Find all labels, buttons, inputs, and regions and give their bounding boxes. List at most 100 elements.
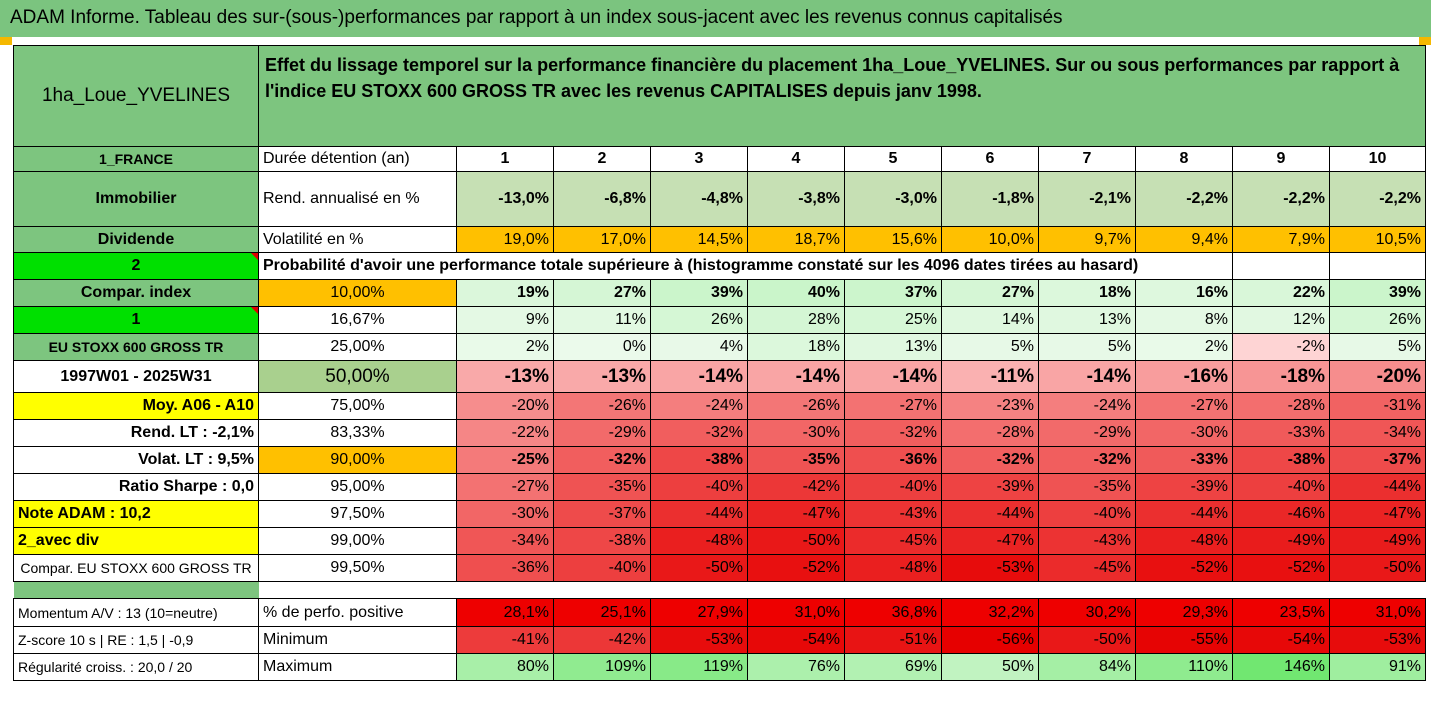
quantile-value: -38% <box>650 446 748 474</box>
table-row: 2_avec div 99,00% -34% -38% -48% -50% -45% -47%… <box>13 527 1426 555</box>
proba-label: Probabilité d'avoir une performance tota… <box>258 252 1233 280</box>
rend-value: -4,8% <box>650 171 748 227</box>
table-row: 1ha_Loue_YVELINES Effet du lissage tempor… <box>13 45 1426 147</box>
rend-label: Rend. annualisé en % <box>258 171 457 227</box>
quantile-value: -16% <box>1135 360 1233 393</box>
spacer-cell <box>1233 582 1330 599</box>
left-label: Volat. LT : 9,5% <box>13 446 259 474</box>
quantile-value: 12% <box>1232 306 1330 334</box>
quantile-value: -52% <box>1232 554 1330 582</box>
perfo-pos-value: 23,5% <box>1232 598 1330 627</box>
perfo-pos-value: 27,9% <box>650 598 748 627</box>
maximum-value: 146% <box>1232 653 1330 681</box>
vol-value: 10,0% <box>941 226 1039 253</box>
quantile-value: 5% <box>1329 333 1426 361</box>
quantile-value: -2% <box>1232 333 1330 361</box>
spacer-cell <box>1039 582 1136 599</box>
vol-value: 18,7% <box>747 226 845 253</box>
table-row: 2 Probabilité d'avoir une performance tot… <box>13 252 1426 280</box>
vol-value: 9,4% <box>1135 226 1233 253</box>
code-2: 2 <box>13 252 259 280</box>
year-header: 6 <box>941 146 1039 172</box>
quantile-value: -50% <box>1329 554 1426 582</box>
quantile-value: -24% <box>1038 392 1136 420</box>
year-header: 8 <box>1135 146 1233 172</box>
quantile-value: -47% <box>1329 500 1426 528</box>
quantile-value: -38% <box>553 527 651 555</box>
quantile-value: 25% <box>844 306 942 334</box>
minimum-value: -54% <box>1232 626 1330 654</box>
quantile-value: 18% <box>747 333 845 361</box>
maximum-value: 110% <box>1135 653 1233 681</box>
quantile-value: -45% <box>1038 554 1136 582</box>
quantile-value: 9% <box>456 306 554 334</box>
quantile-value: -26% <box>553 392 651 420</box>
left-label: Compar. index <box>13 279 259 307</box>
minimum-value: -51% <box>844 626 942 654</box>
spacer-cell <box>748 582 845 599</box>
quantile-value: 39% <box>1329 279 1426 307</box>
quantile-value: 27% <box>941 279 1039 307</box>
quantile-value: -43% <box>1038 527 1136 555</box>
quantile-value: -39% <box>941 473 1039 501</box>
quantile-value: -49% <box>1232 527 1330 555</box>
quantile-value: -44% <box>1329 473 1426 501</box>
quantile-value: -23% <box>941 392 1039 420</box>
rend-value: -3,8% <box>747 171 845 227</box>
spacer-cell <box>845 582 942 599</box>
rend-value: -6,8% <box>553 171 651 227</box>
year-header: 1 <box>456 146 554 172</box>
rend-value: -2,2% <box>1232 171 1330 227</box>
quantile-value: -35% <box>553 473 651 501</box>
left-label: 2_avec div <box>13 527 259 555</box>
quantile-value: -43% <box>844 500 942 528</box>
quantile-value: -36% <box>844 446 942 474</box>
table-row: 1 16,67% 9% 11% 26% 28% 25% 14% 13% 8% 12% 26% <box>13 306 1426 334</box>
duree-label: Durée détention (an) <box>258 146 457 172</box>
corner-marker-right <box>1419 37 1431 45</box>
quantile-value: -38% <box>1232 446 1330 474</box>
country-label: 1_FRANCE <box>13 146 259 172</box>
table-row: Note ADAM : 10,2 97,50% -30% -37% -44% -47% -4… <box>13 500 1426 528</box>
minimum-value: -53% <box>650 626 748 654</box>
quantile-prob: 10,00% <box>258 279 457 307</box>
quantile-value: -26% <box>747 392 845 420</box>
quantile-value: -48% <box>1135 527 1233 555</box>
quantile-value: -20% <box>456 392 554 420</box>
quantile-prob: 99,50% <box>258 554 457 582</box>
quantile-value: 37% <box>844 279 942 307</box>
quantile-value: 14% <box>941 306 1039 334</box>
quantile-value: -52% <box>747 554 845 582</box>
left-label: Ratio Sharpe : 0,0 <box>13 473 259 501</box>
performance-table: 1ha_Loue_YVELINES Effet du lissage tempor… <box>13 45 1426 681</box>
quantile-value: -24% <box>650 392 748 420</box>
minimum-value: -41% <box>456 626 554 654</box>
quantile-value: 18% <box>1038 279 1136 307</box>
minimum-value: -50% <box>1038 626 1136 654</box>
quantile-value: -18% <box>1232 360 1330 393</box>
table-row: Moy. A06 - A10 75,00% -20% -26% -24% -26% -27%… <box>13 392 1426 420</box>
quantile-value: -20% <box>1329 360 1426 393</box>
table-row: Volat. LT : 9,5% 90,00% -25% -32% -38% -35% -3… <box>13 446 1426 474</box>
quantile-value: -14% <box>844 360 942 393</box>
quantile-prob: 90,00% <box>258 446 457 474</box>
quantile-value: -40% <box>1232 473 1330 501</box>
rend-value: -1,8% <box>941 171 1039 227</box>
year-header: 3 <box>650 146 748 172</box>
quantile-value: -50% <box>747 527 845 555</box>
quantile-value: 26% <box>1329 306 1426 334</box>
maximum-value: 76% <box>747 653 845 681</box>
perfo-pos-label: % de perfo. positive <box>258 598 457 627</box>
quantile-value: -35% <box>1038 473 1136 501</box>
quantile-value: -34% <box>1329 419 1426 447</box>
year-header: 2 <box>553 146 651 172</box>
quantile-value: -28% <box>1232 392 1330 420</box>
quantile-value: -30% <box>1135 419 1233 447</box>
quantile-value: 0% <box>553 333 651 361</box>
corner-marker-left <box>0 37 12 45</box>
vol-label: Volatilité en % <box>258 226 457 253</box>
quantile-value: -32% <box>1038 446 1136 474</box>
table-row: Régularité croiss. : 20,0 / 20 Maximum 80%… <box>13 653 1426 681</box>
quantile-value: -14% <box>747 360 845 393</box>
